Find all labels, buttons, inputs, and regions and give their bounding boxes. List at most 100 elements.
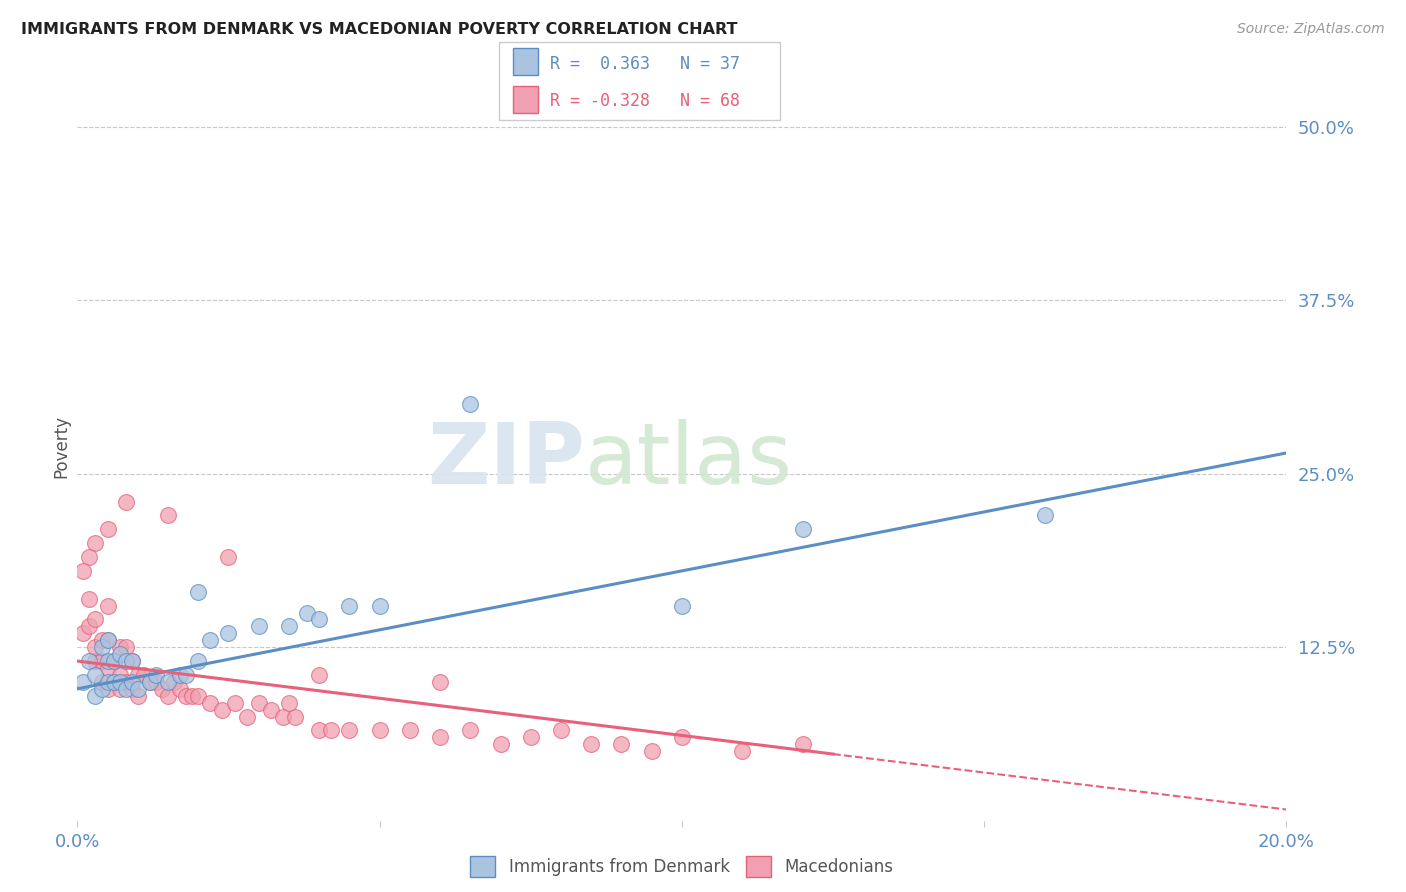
Point bbox=[157, 674, 180, 689]
Point bbox=[145, 674, 167, 689]
Point bbox=[96, 633, 118, 648]
Point bbox=[103, 654, 125, 668]
Point bbox=[247, 619, 270, 633]
Point bbox=[368, 723, 391, 738]
Point bbox=[84, 536, 107, 550]
Point bbox=[90, 674, 112, 689]
Text: Source: ZipAtlas.com: Source: ZipAtlas.com bbox=[1237, 22, 1385, 37]
Point bbox=[96, 599, 118, 613]
Point bbox=[321, 723, 343, 738]
Point bbox=[368, 599, 391, 613]
Point bbox=[458, 723, 481, 738]
Point bbox=[132, 668, 155, 682]
Point bbox=[84, 654, 107, 668]
Point bbox=[211, 703, 233, 717]
Text: R = -0.328   N = 68: R = -0.328 N = 68 bbox=[550, 92, 740, 110]
Text: atlas: atlas bbox=[585, 419, 793, 502]
Point bbox=[308, 612, 330, 626]
Point bbox=[792, 522, 814, 536]
Point bbox=[337, 723, 360, 738]
Point bbox=[187, 584, 209, 599]
Point bbox=[458, 397, 481, 411]
Point bbox=[271, 709, 294, 723]
Point bbox=[671, 731, 693, 745]
Point bbox=[260, 703, 283, 717]
Point bbox=[108, 681, 131, 696]
Point bbox=[278, 696, 301, 710]
Point bbox=[79, 619, 101, 633]
Point bbox=[72, 674, 94, 689]
Point bbox=[218, 549, 240, 564]
Point bbox=[399, 723, 422, 738]
Point bbox=[108, 668, 131, 682]
Point bbox=[1033, 508, 1056, 523]
Point bbox=[114, 654, 136, 668]
Point bbox=[224, 696, 246, 710]
Point bbox=[169, 668, 191, 682]
Text: R =  0.363   N = 37: R = 0.363 N = 37 bbox=[550, 55, 740, 73]
Point bbox=[308, 723, 330, 738]
Point bbox=[96, 633, 118, 648]
Point bbox=[187, 654, 209, 668]
Point bbox=[121, 674, 143, 689]
Text: IMMIGRANTS FROM DENMARK VS MACEDONIAN POVERTY CORRELATION CHART: IMMIGRANTS FROM DENMARK VS MACEDONIAN PO… bbox=[21, 22, 738, 37]
Point bbox=[127, 689, 149, 703]
Point bbox=[284, 709, 307, 723]
Point bbox=[218, 626, 240, 640]
Point bbox=[114, 674, 136, 689]
Point bbox=[96, 674, 118, 689]
Point bbox=[114, 640, 136, 655]
Point bbox=[200, 633, 222, 648]
Point bbox=[127, 668, 149, 682]
Point bbox=[121, 654, 143, 668]
Point bbox=[108, 647, 131, 661]
Legend: Immigrants from Denmark, Macedonians: Immigrants from Denmark, Macedonians bbox=[464, 850, 900, 883]
Point bbox=[96, 661, 118, 675]
Point bbox=[731, 744, 754, 758]
Point bbox=[581, 737, 603, 751]
Point bbox=[72, 564, 94, 578]
Point bbox=[90, 654, 112, 668]
Point bbox=[72, 626, 94, 640]
Point bbox=[157, 689, 180, 703]
Point bbox=[103, 674, 125, 689]
Point bbox=[90, 640, 112, 655]
Point bbox=[295, 606, 318, 620]
Point bbox=[79, 654, 101, 668]
Point bbox=[84, 640, 107, 655]
Point bbox=[641, 744, 664, 758]
Point bbox=[247, 696, 270, 710]
Point bbox=[174, 668, 197, 682]
Point bbox=[96, 681, 118, 696]
Point bbox=[610, 737, 633, 751]
Point bbox=[103, 654, 125, 668]
Point bbox=[121, 681, 143, 696]
Point bbox=[90, 681, 112, 696]
Point bbox=[127, 681, 149, 696]
Point bbox=[84, 689, 107, 703]
Point bbox=[96, 522, 118, 536]
Point bbox=[550, 723, 572, 738]
Point bbox=[84, 612, 107, 626]
Point bbox=[114, 494, 136, 508]
Point bbox=[200, 696, 222, 710]
Point bbox=[157, 508, 180, 523]
Point bbox=[121, 654, 143, 668]
Point bbox=[103, 674, 125, 689]
Point bbox=[489, 737, 512, 751]
Point bbox=[792, 737, 814, 751]
Point bbox=[139, 674, 162, 689]
Text: ZIP: ZIP bbox=[427, 419, 585, 502]
Y-axis label: Poverty: Poverty bbox=[52, 415, 70, 477]
Point bbox=[150, 681, 173, 696]
Point bbox=[235, 709, 257, 723]
Point bbox=[174, 689, 197, 703]
Point bbox=[90, 633, 112, 648]
Point bbox=[145, 668, 167, 682]
Point bbox=[84, 668, 107, 682]
Point bbox=[671, 599, 693, 613]
Point bbox=[181, 689, 204, 703]
Point bbox=[278, 619, 301, 633]
Point bbox=[169, 681, 191, 696]
Point bbox=[108, 640, 131, 655]
